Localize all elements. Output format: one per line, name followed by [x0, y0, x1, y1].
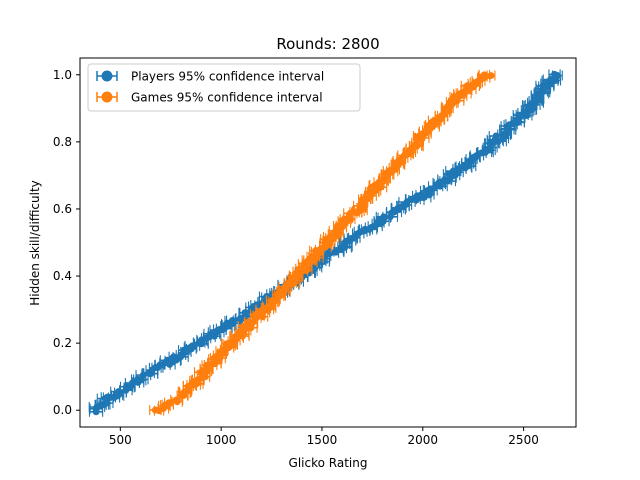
legend: Players 95% confidence interval Games 95…	[87, 63, 361, 112]
legend-marker-players	[96, 70, 118, 82]
data-point	[553, 72, 561, 80]
plot-area	[88, 69, 563, 417]
data-point	[480, 71, 488, 79]
data-point	[487, 72, 495, 80]
axes-frame	[79, 57, 577, 428]
data-point	[115, 388, 123, 396]
y-tick-label: 0.6	[53, 202, 72, 216]
legend-frame	[87, 63, 361, 112]
y-tick-label: 0.2	[53, 336, 72, 350]
y-tick-label: 0.0	[53, 403, 72, 417]
legend-marker-games	[96, 91, 118, 103]
x-tick-label: 1000	[206, 433, 237, 447]
x-tick-label: 2500	[508, 433, 539, 447]
y-tick-label: 1.0	[53, 68, 72, 82]
axes: 500 1000 1500 2000 2500 0.0 0.2 0.4 0.6 0.8 1.0	[53, 57, 577, 447]
y-tick-label: 0.4	[53, 269, 72, 283]
x-tick-label: 1500	[307, 433, 338, 447]
series-games	[149, 69, 496, 416]
legend-label-games: Games 95% confidence interval	[131, 91, 323, 105]
x-tick-label: 500	[109, 433, 132, 447]
y-axis-label: Hidden skill/difficulty	[28, 180, 42, 306]
data-layer	[88, 69, 563, 417]
legend-label-players: Players 95% confidence interval	[131, 70, 324, 84]
x-axis-label: Glicko Rating	[289, 456, 368, 470]
data-point	[228, 317, 236, 325]
x-tick-label: 2000	[407, 433, 438, 447]
chart-title: Rounds: 2800	[276, 35, 379, 53]
y-tick-label: 0.8	[53, 135, 72, 149]
